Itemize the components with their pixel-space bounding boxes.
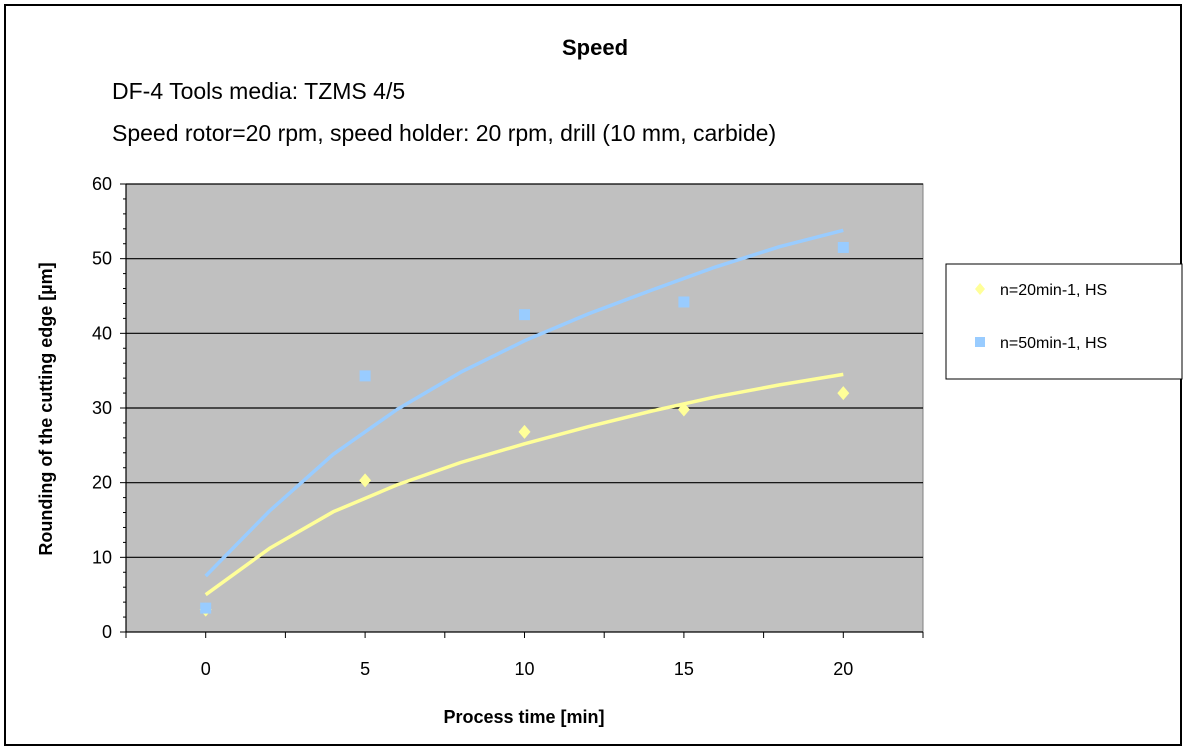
- chart-subtitle-line-1: DF-4 Tools media: TZMS 4/5: [112, 78, 405, 104]
- tick-labels: 0 10 20 30 40 50 60 0 5 10 15 20: [92, 174, 853, 679]
- chart-title: Speed: [562, 35, 628, 60]
- data-point-series-2: [519, 309, 530, 321]
- data-point-series-1: [837, 386, 850, 401]
- trendline-series-2: [204, 228, 844, 578]
- x-tick-label-5: 5: [360, 659, 370, 679]
- x-tick-label-10: 10: [514, 659, 534, 679]
- y-tick-label-10: 10: [92, 547, 112, 567]
- legend-marker-1: [975, 283, 985, 295]
- chart-subtitle-line-2: Speed rotor=20 rpm, speed holder: 20 rpm…: [112, 120, 776, 146]
- legend-label-1: n=20min-1, HS: [1000, 282, 1107, 299]
- y-tick-label-30: 30: [92, 398, 112, 418]
- x-axis-title: Process time [min]: [443, 707, 604, 727]
- data-point-series-1: [359, 473, 372, 488]
- data-point-series-2: [359, 370, 371, 382]
- x-tick-label-20: 20: [833, 659, 853, 679]
- legend: n=20min-1, HS n=50min-1, HS: [945, 263, 1183, 380]
- y-tick-label-0: 0: [102, 622, 112, 642]
- data-point-series-1: [677, 402, 690, 417]
- x-tick-label-0: 0: [201, 659, 211, 679]
- data-point-series-1: [518, 424, 531, 439]
- x-tick-label-15: 15: [674, 659, 694, 679]
- legend-label-2: n=50min-1, HS: [1000, 335, 1107, 352]
- data-point-series-2: [837, 241, 849, 253]
- y-tick-label-50: 50: [92, 249, 112, 269]
- y-tick-label-20: 20: [92, 473, 112, 493]
- y-axis-title: Rounding of the cutting edge [µm]: [36, 262, 56, 555]
- y-tick-label-40: 40: [92, 323, 112, 343]
- data-point-series-2: [200, 602, 212, 614]
- axes: [120, 183, 924, 638]
- trendline-series-1: [204, 372, 844, 597]
- data-point-series-2: [678, 296, 690, 308]
- legend-marker-2: [975, 337, 985, 347]
- y-tick-label-60: 60: [92, 174, 112, 194]
- legend-box: [945, 263, 1183, 380]
- data-points: [199, 241, 850, 617]
- trendlines: [204, 228, 844, 597]
